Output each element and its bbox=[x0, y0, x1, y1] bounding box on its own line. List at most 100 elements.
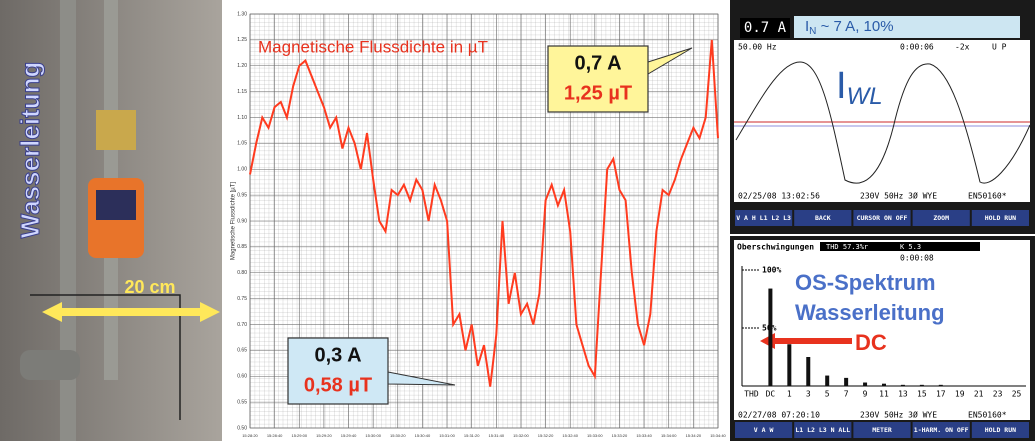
config: 230V 50Hz 3Ø WYE bbox=[860, 410, 937, 420]
timestamp: 02/25/08 13:02:56 bbox=[738, 192, 820, 201]
config: 230V 50Hz 3Ø WYE bbox=[860, 191, 937, 201]
y-tick-label: 1.30 bbox=[237, 11, 247, 17]
soft-key-label: BACK bbox=[815, 214, 831, 222]
x-tick-label: 21 bbox=[974, 390, 984, 399]
distance-arrow bbox=[42, 302, 220, 322]
dc-arrow bbox=[760, 333, 852, 349]
distance-label: 20 cm bbox=[124, 277, 175, 297]
y-tick-label: 1.15 bbox=[237, 89, 247, 95]
y-tick-label: 1.00 bbox=[237, 167, 247, 173]
x-tick-label: 9 bbox=[863, 390, 868, 399]
scope-label-i: I bbox=[805, 18, 809, 35]
y-tick-label: 1.25 bbox=[237, 37, 247, 43]
x-tick-label: 15:34:20 bbox=[686, 433, 702, 438]
soft-key-label: 1-HARM. ON OFF bbox=[914, 426, 969, 434]
scope-label: IN ~ 7 A, 10% bbox=[805, 18, 894, 37]
x-tick-label: 5 bbox=[825, 390, 830, 399]
soft-key-label: L1 L2 L3 N ALL bbox=[795, 426, 850, 434]
bar bbox=[825, 375, 830, 386]
y-tick-label: 0.75 bbox=[237, 296, 247, 302]
x-tick-label: 15 bbox=[917, 390, 927, 399]
y-tick-label: 0.50 bbox=[237, 425, 247, 431]
x-tick-label: 15:34:40 bbox=[710, 433, 726, 438]
x-tick-label: 15:31:00 bbox=[439, 433, 455, 438]
y-tick-label: 0.60 bbox=[237, 374, 247, 380]
y-tick-label: 0.70 bbox=[237, 322, 247, 328]
x-tick-label: 15:33:00 bbox=[587, 433, 603, 438]
soft-key bbox=[853, 210, 911, 226]
y-tick-label: 1.05 bbox=[237, 141, 247, 147]
y-axis-label: Magnetische Flussdichte [µT] bbox=[231, 182, 237, 260]
x-tick-label: 15:32:20 bbox=[538, 433, 554, 438]
y-tick-label: 1.10 bbox=[237, 115, 247, 121]
x-tick-label: 15:29:00 bbox=[291, 433, 307, 438]
scope-label-sub: N bbox=[809, 26, 816, 37]
x-tick-label: 15:30:00 bbox=[365, 433, 381, 438]
x-tick-label: 11 bbox=[879, 390, 889, 399]
timestamp: 02/27/08 07:20:10 bbox=[738, 411, 820, 420]
soft-key bbox=[912, 210, 970, 226]
bar bbox=[787, 344, 792, 386]
soft-key bbox=[735, 210, 793, 226]
spectrum-title: Oberschwingungen bbox=[737, 242, 814, 252]
x-tick-label: 15:30:20 bbox=[390, 433, 406, 438]
scope-spectrum: Oberschwingungen THD 57.3%r K 5.3 0:00:0… bbox=[730, 236, 1035, 441]
bar bbox=[863, 382, 868, 386]
soft-key-label: ZOOM bbox=[933, 214, 949, 222]
bar bbox=[806, 357, 811, 386]
data-line bbox=[249, 39, 719, 387]
x-tick-label: DC bbox=[766, 390, 776, 399]
x-tick-label: 15:32:40 bbox=[562, 433, 578, 438]
y-tick-label: 0.65 bbox=[237, 348, 247, 354]
soft-key bbox=[971, 422, 1029, 438]
x-tick-label: 15:34:00 bbox=[661, 433, 677, 438]
bar bbox=[938, 384, 943, 386]
annotation-flux: 1,25 µT bbox=[564, 82, 632, 104]
soft-key bbox=[912, 422, 970, 438]
standard: EN50160* bbox=[968, 192, 1007, 201]
annotation-current: 0,7 A bbox=[574, 52, 621, 74]
x-tick-label: 25 bbox=[1012, 390, 1022, 399]
spectrum-label: Wasserleitung bbox=[795, 300, 945, 325]
x-tick-label: 13 bbox=[898, 390, 908, 399]
x-tick-label: THD bbox=[744, 390, 759, 399]
y-tick-label: 0.80 bbox=[237, 270, 247, 276]
bar bbox=[882, 383, 886, 386]
annotation-low: 0,3 A 0,58 µT bbox=[287, 337, 456, 405]
x-tick-label: 15:33:20 bbox=[612, 433, 628, 438]
thd: THD 57.3%r bbox=[826, 243, 868, 251]
x-tick-label: 15:29:40 bbox=[341, 433, 357, 438]
photo: Wasserleitung 20 cm bbox=[0, 0, 222, 441]
pipe-label: Wasserleitung bbox=[15, 62, 45, 239]
x-tick-label: 15:28:20 bbox=[242, 433, 258, 438]
soft-key bbox=[735, 422, 793, 438]
scope-label-rest: ~ 7 A, 10% bbox=[816, 18, 893, 35]
soft-key-label: CURSOR ON OFF bbox=[857, 214, 908, 222]
bar bbox=[844, 377, 849, 386]
y-tick-label: 0.95 bbox=[237, 192, 247, 198]
x-tick-label: 15:29:20 bbox=[316, 433, 332, 438]
chart-title: Magnetische Flussdichte in µT bbox=[258, 37, 488, 56]
wave-label-i: I bbox=[836, 65, 847, 107]
elapsed-time: 0:00:08 bbox=[900, 254, 934, 263]
annotation-high: 0,7 A 1,25 µT bbox=[547, 45, 693, 113]
y-tick-label: 0.85 bbox=[237, 244, 247, 250]
x-tick-label: 17 bbox=[936, 390, 946, 399]
soft-key-label: V A H L1 L2 L3 bbox=[736, 214, 791, 222]
x-tick-label: 15:28:40 bbox=[267, 433, 283, 438]
soft-key-label: METER bbox=[872, 426, 892, 434]
x-tick-label: 15:31:20 bbox=[464, 433, 480, 438]
soft-key-label: V A W bbox=[754, 426, 774, 434]
y-tick-label: 1.20 bbox=[237, 63, 247, 69]
bar bbox=[768, 288, 773, 386]
x-tick-label: 23 bbox=[993, 390, 1003, 399]
y-tick-label: 0.90 bbox=[237, 218, 247, 224]
dc-label: DC bbox=[855, 330, 887, 355]
annotation-flux: 0,58 µT bbox=[304, 374, 372, 396]
x-tick-label: 3 bbox=[806, 390, 811, 399]
k-factor: K 5.3 bbox=[900, 243, 921, 251]
soft-key-label: HOLD RUN bbox=[985, 426, 1016, 434]
frequency: 50.00 Hz bbox=[738, 43, 777, 52]
spectrum-label: OS-Spektrum bbox=[795, 270, 936, 295]
